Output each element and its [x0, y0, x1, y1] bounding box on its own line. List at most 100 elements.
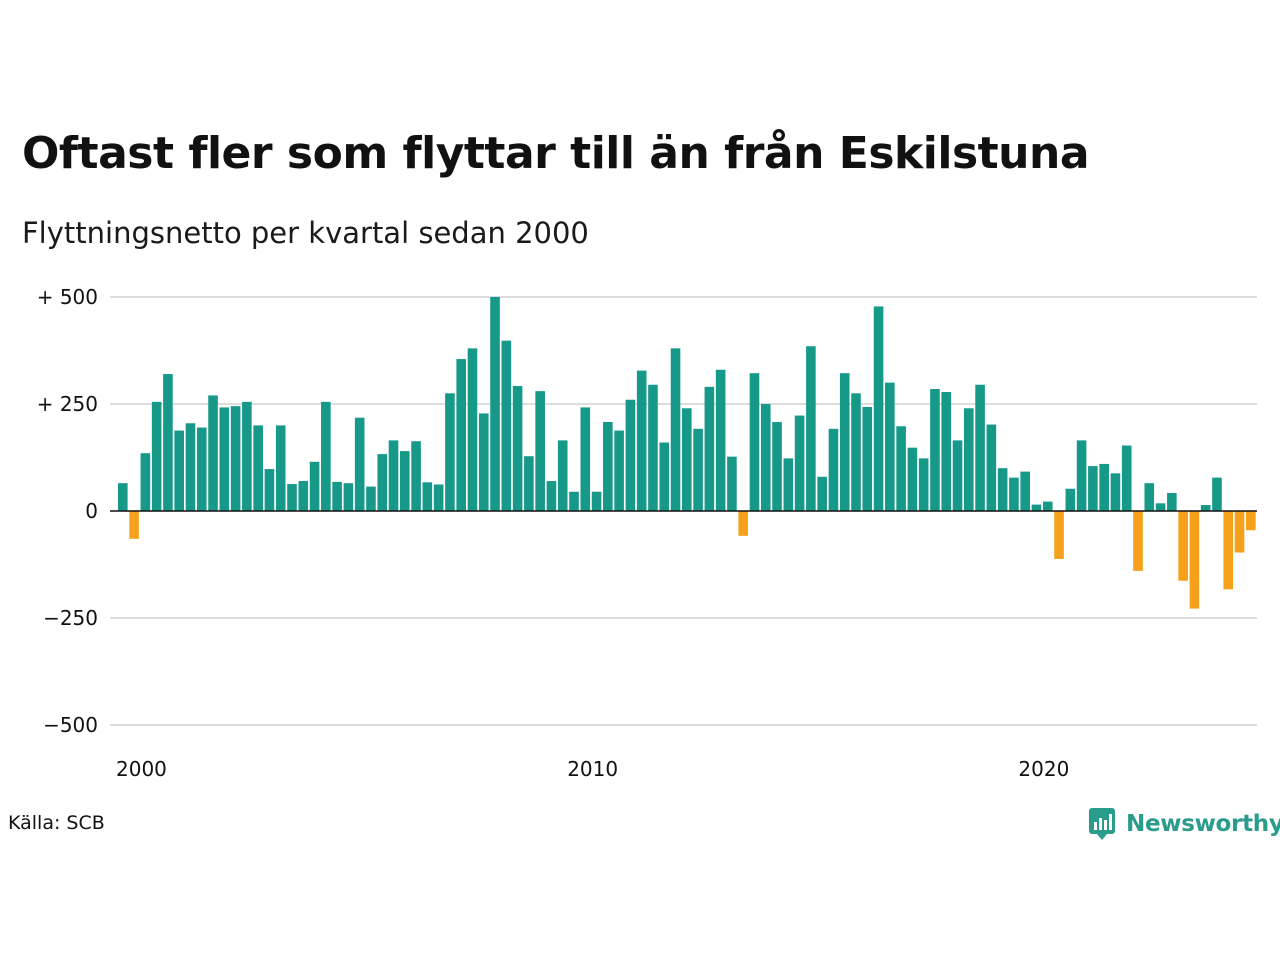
- bar: [896, 426, 906, 511]
- bar: [1246, 511, 1256, 531]
- bar: [478, 413, 489, 511]
- chart-title: Oftast fler som flyttar till än från Esk…: [22, 128, 1090, 179]
- bar: [1099, 463, 1109, 511]
- y-tick-label: + 500: [37, 285, 98, 309]
- bar: [174, 430, 184, 511]
- bar: [1009, 477, 1019, 511]
- bar: [873, 306, 884, 511]
- bar: [648, 384, 658, 511]
- bar: [749, 373, 760, 511]
- bar: [422, 482, 433, 511]
- bar: [366, 486, 376, 511]
- bar: [918, 458, 929, 511]
- brand-logo: Newsworthy: [1088, 804, 1280, 844]
- bar: [456, 359, 466, 511]
- bar: [557, 440, 568, 511]
- chart-subtitle: Flyttningsnetto per kvartal sedan 2000: [22, 216, 589, 250]
- axes: + 500 + 250 0 −250 −500 2000 2010 2020: [37, 285, 1257, 781]
- y-tick-label: −500: [43, 713, 98, 737]
- bar: [1167, 493, 1177, 511]
- bar: [682, 408, 692, 511]
- bars: [118, 297, 1256, 609]
- bar: [941, 392, 952, 511]
- bar: [1234, 511, 1245, 553]
- bar: [727, 456, 737, 511]
- bar: [445, 393, 455, 511]
- bar: [1155, 503, 1166, 511]
- bar: [817, 476, 827, 511]
- bar: [512, 386, 523, 511]
- bar: [118, 483, 128, 511]
- bar: [625, 399, 636, 511]
- bar: [208, 395, 218, 511]
- bar: [1054, 511, 1064, 559]
- bar: [1223, 511, 1234, 590]
- bar: [535, 391, 545, 511]
- bar: [738, 511, 748, 536]
- bar: [772, 421, 782, 511]
- bar: [298, 481, 309, 511]
- bar: [760, 404, 771, 511]
- bar-chart: + 500 + 250 0 −250 −500 2000 2010 2020: [37, 285, 1257, 781]
- bar: [1178, 511, 1188, 581]
- bar: [411, 441, 421, 511]
- bar: [433, 484, 444, 511]
- bar: [907, 447, 918, 511]
- bar: [1076, 440, 1087, 511]
- brand-name: Newsworthy: [1126, 811, 1280, 837]
- bar: [1133, 511, 1143, 571]
- bar: [332, 481, 342, 511]
- bar: [490, 297, 500, 511]
- bar: [1189, 511, 1200, 609]
- bar: [636, 370, 647, 511]
- source-label: Källa: SCB: [8, 812, 105, 834]
- bar: [501, 340, 512, 511]
- bar: [377, 454, 388, 511]
- bar: [794, 415, 805, 511]
- bar: [580, 407, 591, 511]
- bar: [343, 483, 354, 511]
- bar: [129, 511, 139, 539]
- y-tick-label: + 250: [37, 392, 98, 416]
- x-tick-label: 2000: [116, 757, 167, 781]
- bar: [1144, 483, 1155, 511]
- bar: [783, 458, 794, 511]
- bar: [400, 451, 410, 511]
- bar: [569, 491, 579, 511]
- bar: [997, 468, 1008, 511]
- bar: [524, 456, 534, 511]
- bar: [693, 428, 703, 511]
- bar: [603, 421, 613, 511]
- newsworthy-logo-icon: [1089, 808, 1115, 840]
- bar: [885, 382, 895, 511]
- bar: [185, 423, 196, 511]
- x-tick-label: 2020: [1018, 757, 1069, 781]
- bar: [1110, 473, 1121, 511]
- y-tick-label: 0: [85, 499, 98, 523]
- bar: [670, 348, 681, 511]
- bar: [862, 407, 873, 511]
- grid-lines: [110, 296, 1257, 726]
- bar: [264, 469, 275, 511]
- bar: [1088, 466, 1098, 511]
- bar: [1042, 501, 1053, 511]
- bar: [851, 393, 861, 511]
- bar: [1212, 477, 1222, 511]
- x-tick-label: 2010: [567, 757, 618, 781]
- bar: [952, 440, 963, 511]
- bar: [614, 430, 624, 511]
- bar: [704, 386, 715, 511]
- bar: [975, 384, 985, 511]
- bar: [1065, 488, 1076, 511]
- bar: [309, 461, 320, 511]
- bar: [163, 374, 173, 511]
- bar: [828, 428, 839, 511]
- bar: [1020, 471, 1030, 511]
- y-tick-label: −250: [43, 606, 98, 630]
- bar: [140, 453, 151, 511]
- bar: [806, 346, 816, 511]
- bar: [546, 481, 557, 511]
- bar: [659, 442, 670, 511]
- bar: [715, 369, 726, 511]
- bar: [321, 401, 331, 511]
